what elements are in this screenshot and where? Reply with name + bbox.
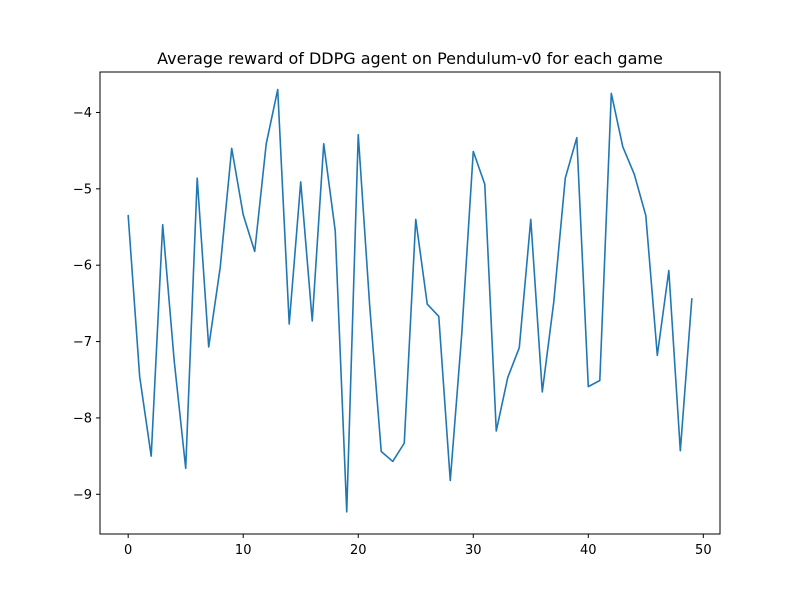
series-layer [127, 88, 693, 513]
axes-ticks: 0 10 20 30 40 50 −9 −8 −7 −6 −5 −4 [73, 106, 712, 558]
y-tick-label: −4 [73, 106, 92, 121]
x-tick-label: 40 [580, 543, 597, 558]
series-line [127, 88, 693, 513]
x-tick-label: 10 [235, 543, 252, 558]
y-tick-label: −5 [73, 182, 92, 197]
y-tick-label: −6 [73, 259, 92, 274]
x-tick-label: 20 [350, 543, 367, 558]
x-tick-label: 0 [124, 543, 132, 558]
y-tick-label: −9 [73, 488, 92, 503]
y-tick-label: −7 [73, 335, 92, 350]
x-tick-label: 50 [695, 543, 712, 558]
chart-title: Average reward of DDPG agent on Pendulum… [157, 49, 663, 68]
x-tick-label: 30 [465, 543, 482, 558]
y-tick-label: −8 [73, 411, 92, 426]
plot-frame [99, 71, 721, 535]
